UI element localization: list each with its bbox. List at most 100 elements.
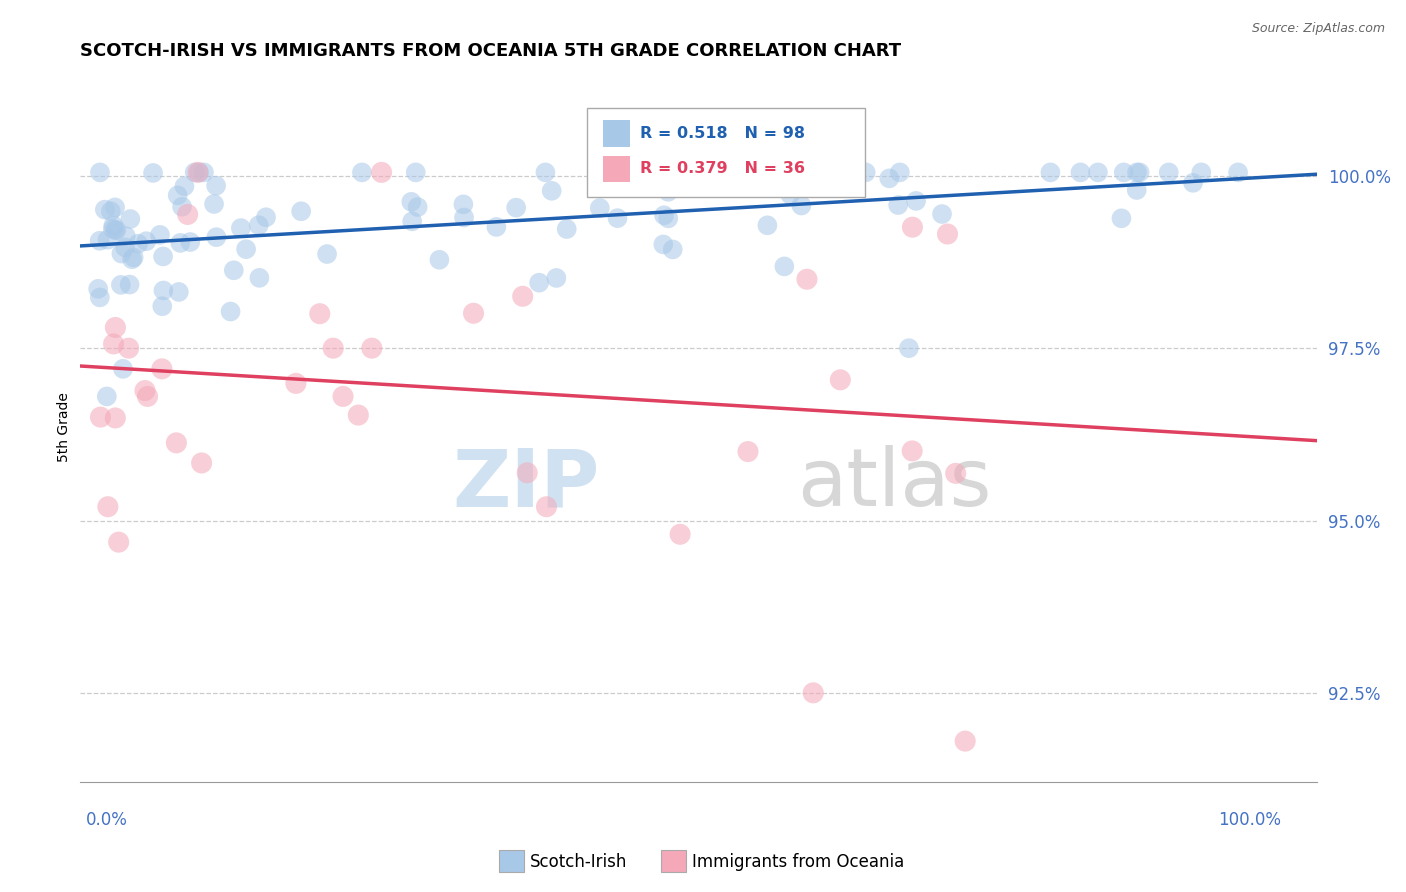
Point (905, 194, 928, 208)
Point (1069, 165, 1091, 179)
Point (188, 165, 211, 179)
Point (931, 207, 953, 221)
Point (142, 166, 165, 180)
Point (150, 362, 173, 376)
Point (737, 444, 759, 458)
Point (830, 373, 852, 387)
Point (1111, 211, 1133, 226)
Point (1129, 165, 1152, 179)
Point (429, 252, 451, 267)
Text: R = 0.379   N = 36: R = 0.379 N = 36 (640, 161, 806, 177)
Point (247, 270, 270, 285)
Point (235, 242, 257, 256)
Point (401, 194, 423, 209)
Point (104, 200, 127, 214)
Point (401, 214, 423, 228)
Point (512, 289, 534, 303)
Point (121, 252, 143, 267)
Point (134, 384, 156, 398)
Point (790, 198, 813, 212)
Point (652, 237, 675, 252)
Point (1189, 165, 1212, 179)
Point (350, 165, 373, 179)
Point (370, 165, 392, 179)
Point (290, 204, 312, 219)
Point (100, 204, 122, 219)
Point (1087, 165, 1109, 179)
Point (534, 165, 557, 179)
Point (1157, 165, 1180, 179)
Point (347, 408, 370, 422)
Point (118, 341, 141, 355)
Point (779, 187, 801, 202)
Point (516, 466, 538, 480)
Point (176, 207, 198, 221)
Point (485, 219, 508, 234)
Point (107, 535, 129, 549)
Point (152, 284, 174, 298)
Point (768, 169, 790, 184)
Y-axis label: 5th Grade: 5th Grade (58, 392, 72, 462)
Point (122, 251, 145, 265)
Point (661, 243, 683, 257)
Point (169, 235, 191, 250)
Point (103, 337, 125, 351)
Point (96, 389, 118, 403)
Point (453, 197, 475, 211)
Point (1227, 165, 1250, 179)
Point (135, 234, 157, 248)
Point (89, 234, 111, 248)
Point (953, 734, 976, 748)
Point (205, 178, 228, 193)
Text: 100.0%: 100.0% (1219, 811, 1281, 829)
Point (103, 219, 125, 233)
Point (1112, 165, 1135, 179)
Bar (603, 120, 630, 147)
Point (205, 230, 228, 244)
Point (606, 211, 628, 226)
Point (360, 341, 382, 355)
Point (756, 219, 779, 233)
Point (897, 341, 920, 355)
Text: Source: ZipAtlas.com: Source: ZipAtlas.com (1251, 22, 1385, 36)
Point (657, 211, 679, 226)
Point (94, 202, 117, 217)
Point (505, 201, 527, 215)
Point (165, 435, 187, 450)
Point (87, 282, 110, 296)
FancyBboxPatch shape (586, 108, 865, 196)
Point (219, 304, 242, 318)
Point (110, 246, 132, 260)
Point (149, 227, 172, 242)
Point (284, 376, 307, 391)
Point (152, 250, 174, 264)
Point (308, 307, 330, 321)
Text: Scotch-Irish: Scotch-Irish (530, 853, 627, 871)
Point (179, 235, 201, 249)
Point (111, 362, 134, 376)
Point (104, 320, 127, 334)
Point (187, 165, 209, 179)
Point (322, 341, 344, 355)
Point (97, 500, 120, 514)
Point (254, 211, 277, 225)
Point (1039, 165, 1062, 179)
Point (546, 271, 568, 285)
Point (652, 208, 675, 222)
Point (202, 197, 225, 211)
Point (173, 179, 195, 194)
Point (110, 277, 132, 292)
Point (901, 220, 924, 235)
Text: 0.0%: 0.0% (86, 811, 128, 829)
Point (1125, 183, 1147, 197)
Point (105, 223, 128, 237)
Point (527, 276, 550, 290)
Point (190, 456, 212, 470)
Point (773, 260, 796, 274)
Point (222, 263, 245, 277)
Point (1182, 176, 1205, 190)
Point (316, 247, 339, 261)
Point (114, 240, 136, 254)
Point (136, 389, 159, 403)
Point (945, 467, 967, 481)
